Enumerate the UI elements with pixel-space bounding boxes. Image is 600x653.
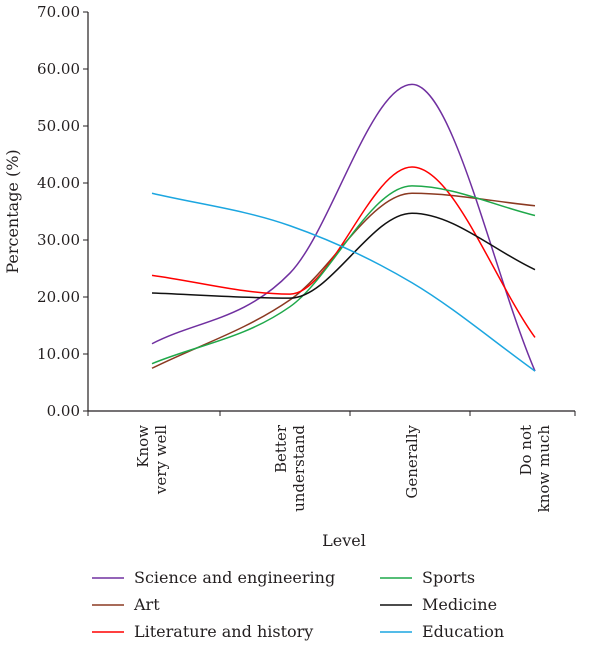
y-tick-label-1: 10.00 [37, 345, 80, 363]
y-tick-label-3: 30.00 [37, 231, 80, 249]
x-category-label-1-line-1: understand [290, 425, 308, 512]
series-line-0 [151, 83, 536, 372]
x-category-label-0-line-0: Know [134, 425, 152, 468]
x-category-label-1-line-0: Better [272, 424, 290, 473]
y-tick-label-0: 0.00 [47, 402, 80, 420]
x-category-label-1: Better understand [272, 424, 308, 512]
series-line-3 [151, 185, 536, 365]
legend-label-2: Literature and history [134, 622, 313, 641]
x-category-label-3-line-1: know much [535, 425, 553, 513]
x-category-label-2: Generally [403, 424, 421, 498]
x-category-label-3: Do not know much [517, 425, 553, 513]
legend-label-0: Science and engineering [134, 568, 335, 587]
legend-label-3: Sports [422, 568, 475, 587]
series-line-1 [151, 192, 536, 369]
y-axis-title: Percentage (%) [3, 149, 22, 273]
series-line-2 [151, 166, 536, 338]
x-category-label-3-line-0: Do not [517, 425, 535, 476]
x-category-label-0-line-1: very well [152, 425, 170, 495]
legend-label-5: Education [422, 622, 504, 641]
series-line-4 [151, 212, 536, 299]
y-tick-label-5: 50.00 [37, 117, 80, 135]
y-tick-label-6: 60.00 [37, 60, 80, 78]
legend-label-1: Art [133, 595, 160, 614]
legend-label-4: Medicine [422, 595, 497, 614]
x-category-label-2-line-0: Generally [403, 424, 421, 498]
x-category-label-0: Know very well [134, 425, 170, 495]
x-axis-title: Level [322, 531, 366, 550]
y-tick-label-4: 40.00 [37, 174, 80, 192]
y-tick-label-2: 20.00 [37, 288, 80, 306]
y-tick-label-7: 70.00 [37, 3, 80, 21]
series-line-5 [151, 192, 536, 372]
